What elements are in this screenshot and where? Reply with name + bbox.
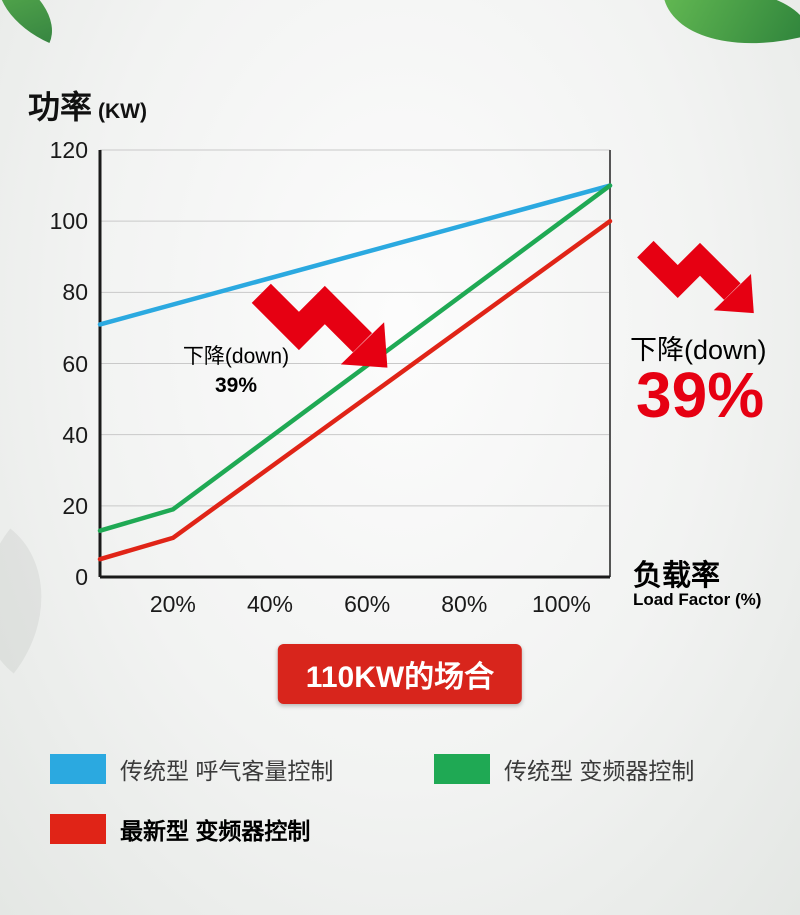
- series-line-2: [97, 218, 613, 562]
- x-axis-tick: 60%: [344, 591, 391, 617]
- y-axis-tick: 20: [62, 492, 88, 519]
- xaxis-title: 负载率: [633, 560, 721, 592]
- chart-title-text: 功率: [28, 89, 93, 125]
- y-axis-tick: 100: [49, 208, 88, 235]
- down-arrow-icon: [637, 240, 754, 314]
- xaxis-subtitle: Load Factor (%): [633, 590, 762, 609]
- legend-swatch-blue: [50, 754, 106, 784]
- series-line-0: [97, 183, 613, 327]
- chart-title: 功率 (KW): [28, 82, 147, 128]
- x-axis-tick: 80%: [441, 591, 488, 617]
- inchart-annotation: 下降(down) 39%: [166, 340, 306, 398]
- line-chart: [97, 149, 613, 579]
- series-line-1: [97, 183, 613, 533]
- down-arrow-icon: [251, 283, 388, 368]
- leaf-decoration: [0, 0, 69, 44]
- legend-label: 最新型 变频器控制: [120, 818, 311, 844]
- legend-item: 传统型 呼气客量控制: [50, 752, 333, 786]
- legend-item: 传统型 变频器控制: [434, 752, 694, 786]
- side-annotation-label: 下降(down): [630, 335, 767, 365]
- leaf-decoration: [664, 0, 800, 71]
- scenario-badge: 110KW的场合: [277, 644, 523, 704]
- chart-area: 0 20 40 60 80 100 120 20% 40% 60% 80% 100%: [50, 137, 613, 617]
- y-axis-tick: 40: [62, 421, 88, 448]
- x-axis-tick: 100%: [532, 591, 591, 617]
- x-axis-tick: 40%: [246, 591, 294, 617]
- x-axis-tick: 20%: [149, 591, 196, 617]
- legend-label: 传统型 呼气客量控制: [120, 758, 334, 784]
- y-axis-tick: 120: [49, 137, 88, 163]
- legend-label: 传统型 变频器控制: [504, 758, 695, 784]
- legend-swatch-green: [434, 754, 490, 784]
- leaf-decoration: [0, 528, 83, 674]
- side-annotation-value: 39%: [636, 359, 765, 431]
- inchart-annotation-label: 下降(down): [182, 345, 290, 368]
- y-axis-tick: 60: [62, 350, 88, 377]
- legend-item: 最新型 变频器控制: [50, 812, 310, 846]
- legend-swatch-red: [50, 814, 106, 844]
- chart-title-unit: (KW): [98, 100, 147, 123]
- inchart-annotation-value: 39%: [214, 374, 258, 397]
- y-axis-tick: 0: [75, 564, 88, 590]
- y-axis-tick: 80: [62, 279, 88, 306]
